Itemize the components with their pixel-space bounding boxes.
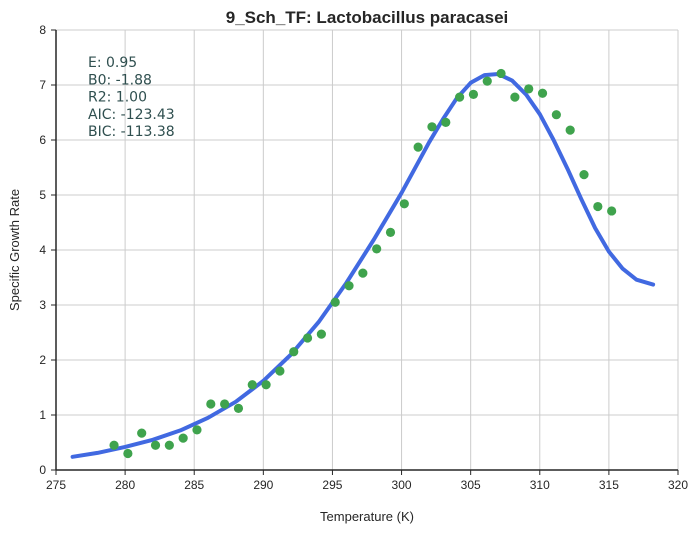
y-tick-label: 4	[39, 243, 46, 257]
data-point	[302, 333, 313, 343]
data-point	[164, 440, 174, 450]
x-tick-label: 275	[46, 478, 66, 492]
y-tick-label: 0	[39, 463, 46, 477]
fit-stat-line: R2: 1.00	[88, 90, 147, 106]
data-point	[123, 448, 133, 459]
data-point	[427, 122, 437, 132]
data-point	[316, 329, 326, 339]
data-point	[289, 347, 299, 357]
x-tick-label: 285	[184, 478, 204, 492]
y-tick-label: 6	[39, 133, 46, 147]
data-point	[537, 88, 548, 98]
data-point	[482, 76, 492, 86]
y-tick-label: 1	[39, 408, 46, 422]
fit-stat-line: BIC: -113.38	[88, 124, 175, 140]
y-tick-label: 7	[39, 78, 46, 92]
fitted-curve-line	[70, 72, 656, 459]
data-point	[565, 125, 575, 135]
data-point	[330, 297, 340, 307]
y-tick-label: 3	[39, 298, 46, 312]
data-point	[137, 428, 147, 438]
data-point	[510, 92, 520, 102]
data-point	[178, 433, 188, 443]
data-point	[150, 440, 161, 450]
plot-series	[70, 68, 656, 459]
x-axis-ticks: 275 280 285 290 295 300 305 310 315 320	[46, 470, 688, 492]
data-point	[109, 440, 119, 450]
data-point	[220, 399, 230, 409]
data-point	[607, 206, 617, 216]
y-tick-label: 8	[39, 23, 46, 37]
y-tick-label: 2	[39, 353, 46, 367]
y-axis-ticks: 0 1 2 3 4 5 6 7 8	[39, 23, 56, 477]
x-tick-label: 305	[461, 478, 481, 492]
data-point	[233, 403, 244, 413]
data-point	[468, 89, 479, 99]
x-axis-label: Temperature (K)	[320, 509, 414, 524]
x-tick-label: 290	[253, 478, 273, 492]
data-point	[247, 380, 257, 390]
data-point	[551, 110, 561, 120]
data-point	[385, 227, 396, 237]
x-tick-label: 280	[115, 478, 135, 492]
y-axis-label: Specific Growth Rate	[7, 189, 22, 311]
data-point	[206, 399, 216, 409]
fit-stat-line: E: 0.95	[88, 55, 137, 71]
data-point	[413, 142, 423, 152]
data-point	[455, 92, 465, 102]
data-point	[579, 170, 589, 180]
x-tick-label: 300	[392, 478, 412, 492]
data-point	[441, 117, 451, 127]
x-tick-label: 295	[322, 478, 342, 492]
data-point	[593, 201, 603, 212]
data-point	[344, 281, 354, 291]
data-point	[358, 268, 368, 278]
data-point	[192, 425, 202, 435]
fit-stat-line: AIC: -123.43	[88, 107, 175, 123]
data-point	[372, 244, 382, 254]
data-point	[496, 68, 506, 79]
chart-title: 9_Sch_TF: Lactobacillus paracasei	[226, 8, 509, 27]
x-tick-label: 320	[668, 478, 688, 492]
x-tick-label: 315	[599, 478, 619, 492]
y-tick-label: 5	[39, 188, 46, 202]
data-point	[261, 380, 271, 390]
fit-stat-line: B0: -1.88	[88, 72, 152, 88]
data-point	[399, 199, 409, 209]
x-tick-label: 310	[530, 478, 550, 492]
data-point	[275, 366, 285, 376]
data-point	[524, 84, 534, 94]
